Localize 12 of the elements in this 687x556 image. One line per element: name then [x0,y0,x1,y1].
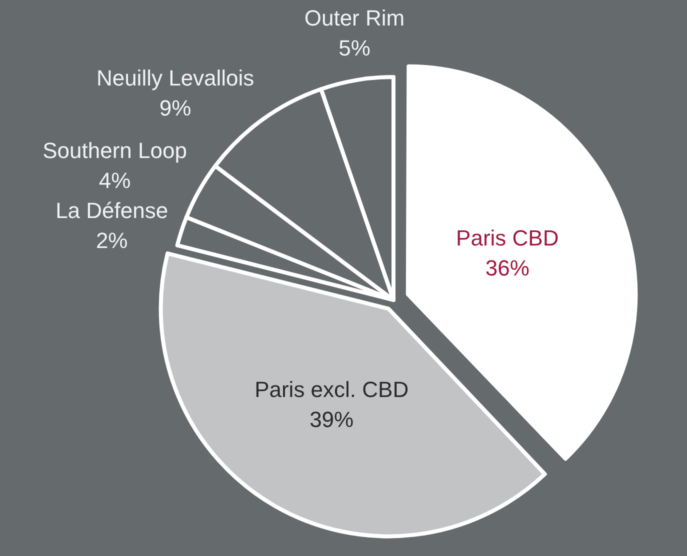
slice-label: Paris CBD [456,226,559,251]
data-label: 9% [159,95,192,120]
data-label: 5% [338,35,370,60]
slice-label: Southern Loop [42,138,187,163]
slice-label: Outer Rim [304,5,405,30]
slice-label: Neuilly Levallois [96,65,254,90]
data-label: 36% [485,256,530,281]
data-label: 39% [310,406,354,432]
data-label: 4% [98,168,131,193]
data-label: 2% [96,228,128,253]
slice-label: Paris excl. CBD [254,376,409,402]
slice-label: La Défense [56,198,168,223]
